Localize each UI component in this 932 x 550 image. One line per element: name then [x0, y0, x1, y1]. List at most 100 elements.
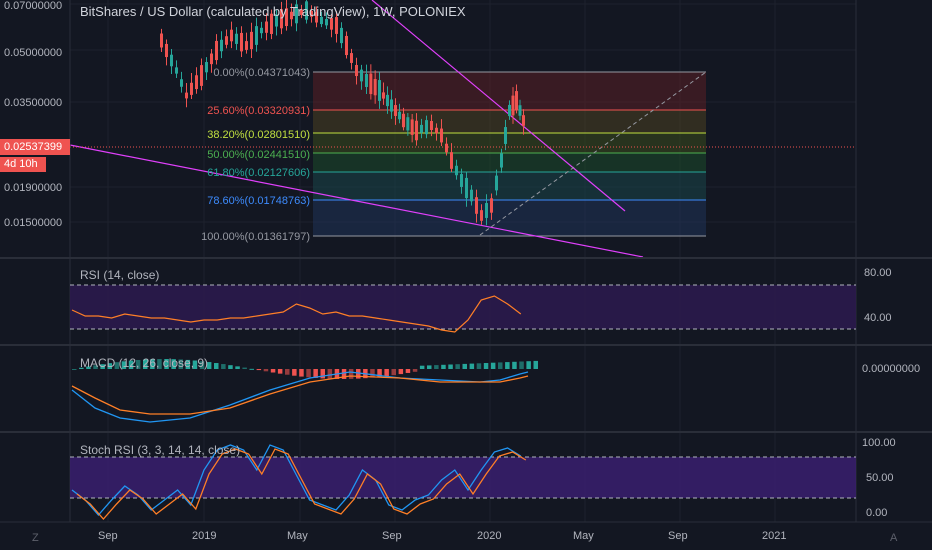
macd-signal-line — [71, 375, 529, 415]
macd-histogram-bar — [313, 369, 318, 378]
macd-histogram-bar — [164, 359, 169, 369]
candle-body — [511, 95, 515, 116]
candle-body — [440, 128, 443, 143]
fib-retracement-drawing[interactable] — [313, 71, 706, 237]
macd-histogram-bar — [512, 361, 517, 369]
macd-histogram-bar — [498, 362, 503, 369]
macd-histogram-bar — [384, 369, 389, 377]
fib-level-label: 100.00%(0.01361797) — [201, 231, 310, 243]
candle-body — [382, 92, 385, 99]
stoch-rsi-legend[interactable]: Stoch RSI (3, 3, 14, 14, close) — [80, 443, 241, 457]
macd-histogram-bar — [86, 366, 91, 369]
candle-body — [490, 198, 493, 213]
bar-countdown-badge: 4d 10h — [0, 157, 46, 172]
fib-level-label: 38.20%(0.02801510) — [207, 129, 310, 141]
candle-body — [290, 11, 293, 20]
macd-histogram-bar — [292, 369, 297, 376]
candle-body — [300, 9, 303, 15]
candle-body — [220, 39, 223, 52]
time-axis-label: Sep — [382, 530, 402, 542]
macd-histogram-bar — [100, 364, 105, 369]
macd-histogram-bar — [327, 369, 333, 379]
macd-axis-label: 0.00000000 — [862, 363, 920, 375]
chart-title[interactable]: BitShares / US Dollar (calculated by Tra… — [80, 4, 466, 19]
macd-histogram-bar — [157, 359, 162, 369]
candle-body — [485, 203, 488, 218]
stoch-d-line — [76, 448, 527, 520]
candle-body — [365, 74, 368, 87]
macd-histogram-bar — [199, 361, 205, 369]
stoch-k-line — [71, 444, 522, 516]
rsi-legend[interactable]: RSI (14, close) — [80, 268, 160, 282]
candle-body — [260, 27, 263, 34]
candle-body — [250, 31, 253, 50]
macd-histogram-bar — [242, 367, 247, 369]
trendline-lower[interactable] — [69, 144, 644, 258]
macd-legend[interactable]: MACD (12, 26, close, 9) — [80, 356, 209, 370]
rsi-axis-label: 80.00 — [864, 267, 892, 279]
macd-histogram-bar — [214, 363, 219, 369]
candle-body — [522, 115, 525, 126]
candle-body — [240, 32, 243, 52]
macd-histogram-bar — [341, 369, 347, 379]
macd-histogram-bar — [206, 362, 212, 369]
candle-body — [210, 53, 213, 65]
candle-body — [230, 29, 233, 42]
candle-body — [340, 27, 343, 44]
price-axis-label: 0.01900000 — [4, 182, 62, 194]
macd-histogram-bar — [235, 366, 240, 369]
candle-body — [508, 104, 511, 117]
time-axis-label: Sep — [98, 530, 118, 542]
candle-body — [175, 67, 178, 74]
macd-histogram-bar — [277, 369, 283, 374]
candle-body — [345, 35, 348, 56]
candle-body — [320, 16, 323, 25]
macd-histogram-bar — [419, 365, 425, 369]
candle-body — [245, 41, 248, 50]
rsi-axis-label: 40.00 — [864, 312, 892, 324]
macd-histogram-bar — [370, 369, 375, 378]
macd-histogram-bar — [263, 369, 269, 372]
macd-histogram-bar — [221, 364, 226, 369]
candle-body — [455, 165, 458, 176]
macd-histogram-bar — [114, 362, 120, 369]
macd-histogram-bar — [72, 369, 77, 370]
macd-histogram-bar — [171, 359, 176, 369]
candle-body — [360, 69, 363, 82]
candle-body — [285, 8, 288, 27]
candle-body — [435, 127, 438, 134]
candle-body — [410, 119, 414, 135]
candle-body — [275, 14, 278, 27]
candlestick-series — [160, 0, 525, 226]
macd-histogram-bar — [398, 369, 404, 375]
rsi-band — [70, 285, 856, 329]
auto-scale-icon[interactable]: A — [890, 532, 898, 544]
macd-histogram-bar — [476, 363, 482, 369]
candle-body — [225, 36, 228, 45]
candle-body — [325, 18, 328, 26]
trendline-upper[interactable] — [371, 0, 626, 212]
candle-body — [398, 111, 401, 120]
candle-body — [235, 33, 238, 44]
time-axis-label: 2021 — [762, 530, 786, 542]
candle-body — [295, 4, 298, 24]
price-axis-label: 0.05000000 — [4, 47, 62, 59]
candle-body — [280, 9, 283, 29]
candle-body — [460, 174, 463, 187]
macd-histogram-bar — [192, 360, 198, 369]
candle-body — [386, 94, 389, 107]
candle-body — [355, 64, 358, 77]
macd-histogram-bar — [299, 369, 304, 377]
candle-body — [430, 120, 433, 131]
candle-body — [470, 189, 473, 202]
zoom-icon[interactable]: Z — [32, 532, 39, 544]
fib-zone — [313, 200, 706, 236]
candle-body — [205, 62, 208, 73]
macd-histogram-bar — [462, 363, 467, 369]
macd-line — [71, 371, 529, 423]
candle-body — [518, 105, 522, 116]
fib-level-label: 50.00%(0.02441510) — [207, 149, 310, 161]
fib-level-label: 78.60%(0.01748763) — [207, 195, 310, 207]
macd-histogram-bar — [448, 364, 453, 369]
